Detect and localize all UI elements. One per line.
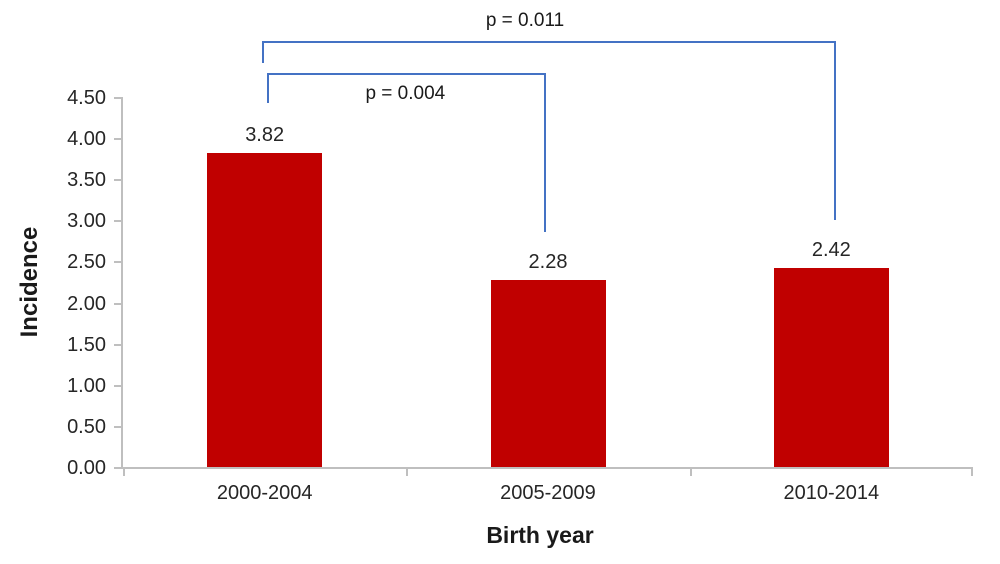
- x-tick-mark: [689, 469, 692, 476]
- bar: [773, 268, 889, 467]
- bar-value-label: 2.28: [528, 250, 568, 273]
- bracket-horizontal-line: [261, 41, 837, 43]
- y-tick-label: 0.50: [67, 415, 106, 438]
- y-tick-mark: [114, 302, 121, 305]
- bracket-right-leg: [544, 73, 546, 232]
- x-axis-line: [123, 467, 973, 469]
- y-tick-label: 3.50: [67, 169, 106, 192]
- y-tick-label: 1.00: [67, 374, 106, 397]
- bracket-right-leg: [834, 41, 837, 221]
- y-tick-mark: [114, 261, 121, 264]
- y-tick-mark: [114, 384, 121, 387]
- bar-value-label: 2.42: [811, 239, 851, 262]
- y-tick-mark: [114, 97, 121, 99]
- y-tick-label: 4.50: [67, 87, 106, 109]
- bar: [207, 152, 323, 467]
- y-tick-label: 4.00: [67, 128, 106, 151]
- y-tick-label: 0.00: [67, 457, 106, 479]
- bar-value-label: 3.82: [245, 123, 285, 146]
- category-label: 2005-2009: [500, 482, 596, 504]
- y-tick-label: 1.50: [67, 333, 106, 356]
- p-value-label: p = 0.004: [365, 83, 446, 104]
- y-tick-mark: [114, 425, 121, 428]
- y-tick-label: 2.50: [67, 251, 106, 274]
- category-label: 2010-2014: [783, 482, 880, 504]
- x-tick-mark: [406, 469, 409, 476]
- bar: [490, 279, 606, 467]
- y-tick-mark: [114, 138, 121, 141]
- bracket-left-leg: [266, 73, 269, 103]
- y-tick-mark: [114, 343, 121, 346]
- bracket-left-leg: [261, 41, 264, 63]
- x-axis-title: Birth year: [486, 522, 594, 548]
- y-tick-mark: [114, 179, 121, 182]
- category-label: 2000-2004: [216, 482, 313, 504]
- y-tick-label: 3.00: [67, 210, 106, 233]
- bracket-horizontal-line: [266, 73, 546, 75]
- p-value-label: p = 0.011: [485, 10, 565, 31]
- x-tick-mark: [971, 469, 973, 476]
- y-tick-mark: [114, 220, 121, 223]
- x-tick-mark: [123, 469, 125, 476]
- y-tick-label: 2.00: [67, 292, 106, 315]
- y-axis-line: [121, 97, 123, 469]
- y-tick-mark: [114, 467, 121, 469]
